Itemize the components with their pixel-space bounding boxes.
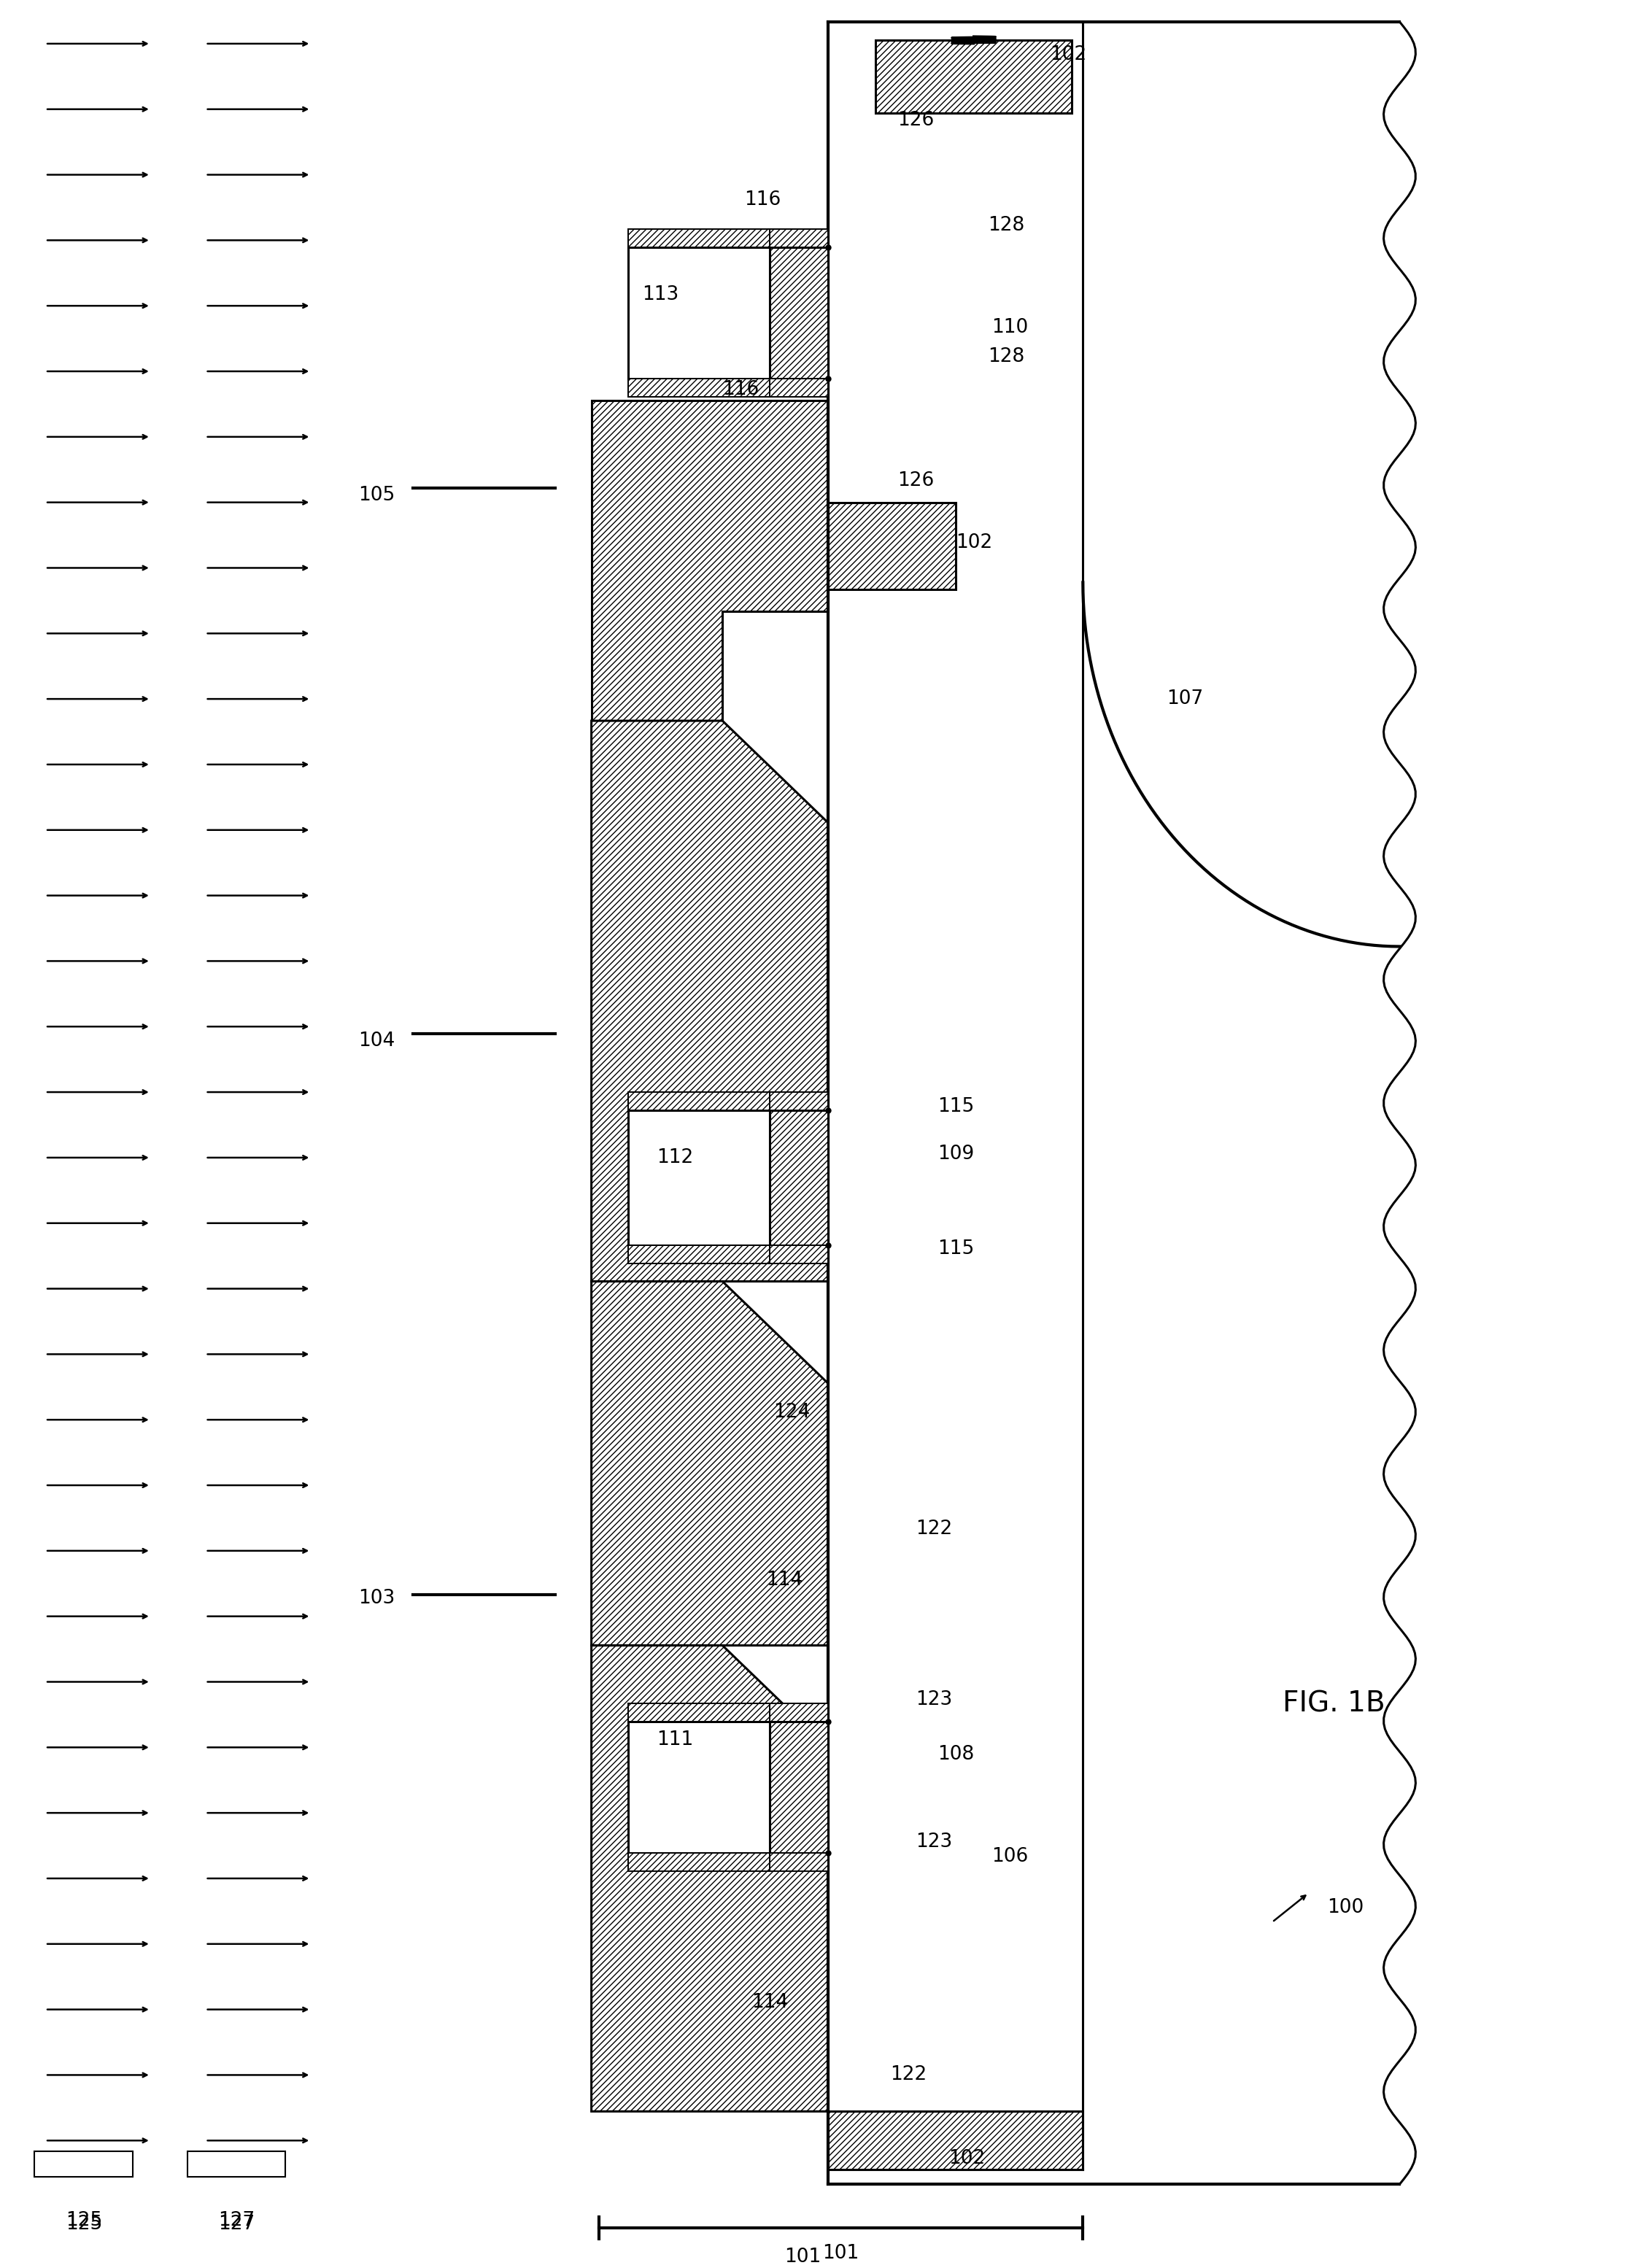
Text: 110: 110 <box>992 318 1029 338</box>
Polygon shape <box>591 401 829 721</box>
Bar <box>35 2152 132 2177</box>
Text: 127: 127 <box>218 2216 256 2234</box>
Text: 109: 109 <box>938 1145 974 1163</box>
Text: 125: 125 <box>66 2216 102 2234</box>
Text: 115: 115 <box>938 1098 974 1116</box>
Text: 102: 102 <box>948 2150 986 2168</box>
Bar <box>875 41 1071 113</box>
Text: 103: 103 <box>358 1588 395 1608</box>
Text: 126: 126 <box>896 111 934 129</box>
Bar <box>769 1703 829 1721</box>
Text: 101: 101 <box>784 2248 821 2266</box>
Bar <box>627 1245 769 1263</box>
Bar <box>627 1093 769 1111</box>
Polygon shape <box>591 1281 829 1647</box>
Polygon shape <box>591 721 829 1281</box>
Bar <box>769 247 829 379</box>
Bar <box>627 1853 769 1871</box>
Text: 106: 106 <box>992 1846 1029 1867</box>
Text: 100: 100 <box>1327 1898 1364 1916</box>
Text: 122: 122 <box>915 1520 953 1538</box>
Bar <box>769 229 829 247</box>
Bar <box>627 247 769 379</box>
Bar <box>187 2152 286 2177</box>
Text: 105: 105 <box>358 485 395 503</box>
Bar <box>769 379 829 397</box>
Bar <box>769 1245 829 1263</box>
Text: 112: 112 <box>657 1148 693 1168</box>
Bar <box>829 503 956 590</box>
Bar <box>769 1111 829 1245</box>
Text: 123: 123 <box>915 1690 953 1710</box>
Text: 127: 127 <box>218 2211 256 2229</box>
Text: 116: 116 <box>723 381 759 399</box>
Text: 125: 125 <box>66 2211 102 2229</box>
Text: 114: 114 <box>751 1994 788 2012</box>
Text: 102: 102 <box>1050 45 1086 64</box>
Text: 124: 124 <box>773 1404 811 1422</box>
Text: 128: 128 <box>989 347 1025 365</box>
Text: 115: 115 <box>938 1238 974 1259</box>
Bar <box>627 1721 769 1853</box>
Text: 108: 108 <box>938 1744 974 1765</box>
Text: FIG. 1B: FIG. 1B <box>1283 1690 1385 1717</box>
Bar <box>769 1093 829 1111</box>
Bar <box>769 1853 829 1871</box>
Text: 113: 113 <box>642 286 679 304</box>
Bar <box>627 379 769 397</box>
Text: 116: 116 <box>745 191 781 209</box>
Polygon shape <box>591 1647 829 2112</box>
Bar <box>769 1721 829 1853</box>
Bar <box>829 2112 1083 2170</box>
Text: 101: 101 <box>822 2243 859 2263</box>
Text: 126: 126 <box>896 472 934 490</box>
Text: 114: 114 <box>766 1569 802 1590</box>
Bar <box>627 1703 769 1721</box>
Text: 107: 107 <box>1167 689 1204 708</box>
Text: 102: 102 <box>956 533 992 551</box>
Bar <box>627 229 769 247</box>
Text: 111: 111 <box>657 1730 693 1749</box>
Text: 122: 122 <box>890 2066 926 2084</box>
Text: 128: 128 <box>989 215 1025 236</box>
Bar <box>627 1111 769 1245</box>
Text: 104: 104 <box>358 1032 395 1050</box>
Text: 123: 123 <box>915 1833 953 1851</box>
